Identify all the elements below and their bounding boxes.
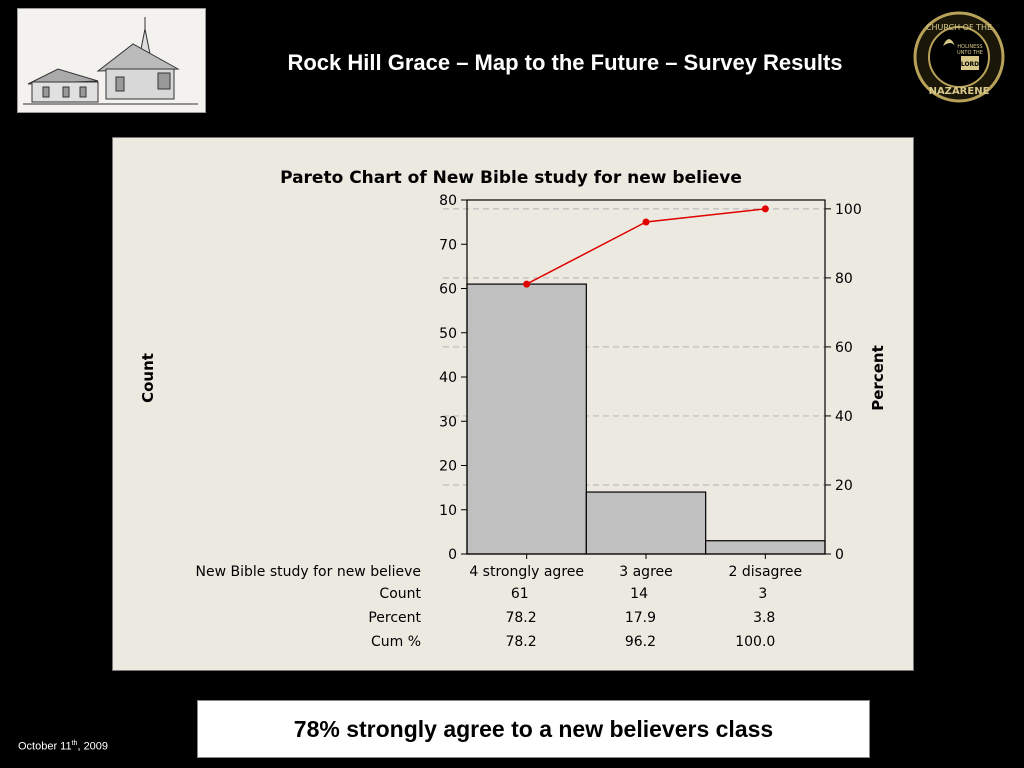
seal-ring-bottom-text: NAZARENE (929, 86, 990, 97)
y-tick-label-30: 30 (439, 414, 457, 430)
table-cell-1-2: 3.8 (753, 610, 775, 626)
chart-title: Pareto Chart of New Bible study for new … (280, 168, 742, 188)
y2-tick-label-80: 80 (835, 271, 853, 287)
y2-tick-label-0: 0 (835, 547, 844, 563)
nazarene-seal-icon: CHURCH OF THE NAZARENE HOLINESS UNTO THE… (913, 11, 1005, 103)
church-building-logo (17, 8, 206, 113)
pareto-chart-panel: Pareto Chart of New Bible study for new … (112, 137, 914, 671)
table-row-label-1: Percent (368, 610, 421, 626)
table-cell-0-0: 61 (511, 586, 529, 602)
y-tick-label-70: 70 (439, 237, 457, 253)
x-category-label-2: 2 disagree (729, 564, 803, 580)
y-tick-label-80: 80 (439, 193, 457, 209)
table-cell-0-2: 3 (758, 586, 767, 602)
bar-1 (585, 491, 707, 555)
table-row-label-0: Count (379, 586, 421, 602)
y-tick-label-20: 20 (439, 459, 457, 475)
y2-tick-label-40: 40 (835, 409, 853, 425)
y2-tick-label-100: 100 (835, 202, 862, 218)
y2-tick-label-20: 20 (835, 478, 853, 494)
y-tick-label-40: 40 (439, 370, 457, 386)
table-cell-2-0: 78.2 (505, 634, 536, 650)
footer-date-suffix: th (71, 740, 78, 747)
seal-book-text-3: LORD (961, 61, 979, 68)
pareto-chart: Pareto Chart of New Bible study for new … (139, 168, 887, 650)
seal-ring-top-text: CHURCH OF THE (926, 23, 992, 32)
table-row-header: New Bible study for new believe (196, 564, 421, 580)
y-tick-label-60: 60 (439, 282, 457, 298)
footer-date-main: October 11 (18, 740, 72, 753)
cumulative-point-0 (523, 280, 531, 288)
table-cell-1-0: 78.2 (505, 610, 536, 626)
seal-book-text-2: UNTO THE (957, 50, 983, 56)
table-cell-2-1: 96.2 (625, 634, 656, 650)
table-cell-1-1: 17.9 (625, 610, 656, 626)
seal-book-text-1: HOLINESS (957, 44, 982, 50)
footer-date: October 11th, 2009 (18, 740, 108, 753)
y-axis-label: Count (139, 353, 157, 403)
table-row-label-2: Cum % (371, 634, 421, 650)
y2-tick-label-60: 60 (835, 340, 853, 356)
x-category-label-0: 4 strongly agree (469, 564, 584, 580)
cumulative-point-1 (642, 218, 650, 226)
table-cell-2-2: 100.0 (735, 634, 775, 650)
bar-2 (705, 540, 826, 555)
y2-axis-label: Percent (869, 345, 887, 410)
nazarene-seal-logo: CHURCH OF THE NAZARENE HOLINESS UNTO THE… (913, 10, 1005, 104)
y-tick-label-10: 10 (439, 503, 457, 519)
slide-title: Rock Hill Grace – Map to the Future – Su… (287, 50, 843, 75)
footer-date-year: , 2009 (77, 740, 109, 753)
y-tick-label-0: 0 (448, 547, 457, 563)
table-cell-0-1: 14 (630, 586, 648, 602)
y-tick-label-50: 50 (439, 326, 457, 342)
church-building-icon (23, 17, 198, 105)
bar-0 (466, 283, 587, 555)
cumulative-point-2 (761, 205, 769, 213)
x-category-label-1: 3 agree (619, 564, 673, 580)
key-finding-callout: 78% strongly agree to a new believers cl… (197, 700, 870, 758)
